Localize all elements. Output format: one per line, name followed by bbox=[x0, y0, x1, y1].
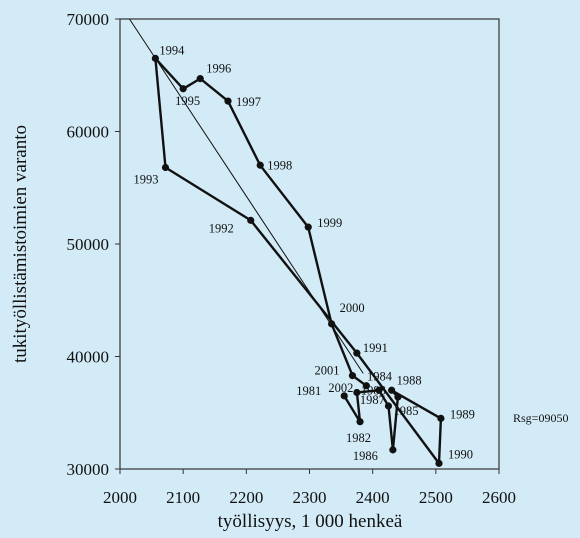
data-point-1984 bbox=[375, 386, 383, 394]
x-axis-title: työllisyys, 1 000 henkeä bbox=[218, 511, 403, 532]
data-point-1995 bbox=[179, 85, 187, 93]
data-point-1983 bbox=[353, 388, 361, 397]
point-label-2000: 2000 bbox=[340, 301, 365, 315]
y-tick-label: 70000 bbox=[67, 10, 110, 29]
point-label-2001: 2001 bbox=[314, 364, 339, 378]
point-label-1991: 1991 bbox=[363, 341, 388, 355]
y-tick-label: 60000 bbox=[67, 123, 110, 142]
point-label-1989: 1989 bbox=[450, 407, 475, 421]
point-label-1998: 1998 bbox=[267, 158, 292, 172]
x-tick-label: 2000 bbox=[103, 488, 137, 507]
point-label-2002: 2002 bbox=[328, 381, 353, 395]
x-tick-label: 2600 bbox=[482, 488, 516, 507]
point-label-1997: 1997 bbox=[236, 95, 261, 109]
y-tick-label: 30000 bbox=[67, 460, 110, 479]
x-tick-label: 2200 bbox=[229, 488, 263, 507]
y-axis-title: tukityöllistämistoimien varanto bbox=[10, 125, 31, 363]
point-label-1982: 1982 bbox=[346, 431, 371, 445]
series-line bbox=[154, 57, 443, 465]
data-point-2000 bbox=[328, 320, 336, 328]
source-code-note: Rsg=09050 bbox=[513, 411, 568, 425]
point-label-1999: 1999 bbox=[317, 216, 342, 230]
point-label-1990: 1990 bbox=[448, 447, 473, 461]
data-point-1999 bbox=[304, 223, 312, 231]
data-point-2002 bbox=[362, 382, 370, 390]
point-label-1995: 1995 bbox=[175, 94, 200, 108]
data-point-1988 bbox=[388, 386, 396, 394]
data-point-1982 bbox=[356, 418, 364, 426]
point-label-1981: 1981 bbox=[296, 384, 321, 398]
x-tick-label: 2400 bbox=[356, 488, 390, 507]
x-tick-label: 2300 bbox=[293, 488, 327, 507]
point-label-1986: 1986 bbox=[353, 449, 378, 463]
y-axis-ticks: 30000 40000 50000 60000 70000 bbox=[67, 10, 120, 479]
plot-area bbox=[119, 18, 500, 470]
point-label-1992: 1992 bbox=[209, 221, 234, 235]
data-points bbox=[151, 54, 445, 467]
data-point-1990 bbox=[435, 459, 443, 467]
x-tick-label: 2500 bbox=[419, 488, 453, 507]
point-label-1993: 1993 bbox=[133, 173, 158, 187]
data-point-1992 bbox=[247, 216, 255, 224]
x-tick-label: 2100 bbox=[166, 488, 200, 507]
point-label-1988: 1988 bbox=[397, 373, 422, 387]
data-point-1981 bbox=[340, 392, 348, 400]
data-point-1985 bbox=[384, 402, 393, 410]
data-point-1987 bbox=[394, 393, 402, 401]
data-point-1994 bbox=[151, 54, 159, 62]
point-label-1985: 1985 bbox=[393, 404, 418, 418]
data-point-2001 bbox=[348, 372, 357, 380]
data-point-1996 bbox=[196, 75, 204, 83]
data-point-1993 bbox=[161, 163, 170, 172]
point-label-1984: 1984 bbox=[367, 369, 393, 383]
data-point-1986 bbox=[389, 446, 397, 454]
data-point-1997 bbox=[224, 97, 232, 105]
point-label-1983: 1983 bbox=[361, 384, 386, 398]
point-label-1996: 1996 bbox=[206, 62, 231, 76]
data-point-1998 bbox=[256, 161, 264, 169]
point-label-1994: 1994 bbox=[159, 43, 185, 57]
x-axis-ticks: 2000 2100 2200 2300 2400 2500 2600 bbox=[103, 469, 516, 507]
y-tick-label: 50000 bbox=[67, 235, 110, 254]
data-point-1989 bbox=[437, 414, 445, 422]
point-label-1987: 1987 bbox=[360, 393, 385, 407]
data-point-1991 bbox=[353, 349, 361, 357]
y-tick-label: 40000 bbox=[67, 348, 110, 367]
trend-line bbox=[129, 18, 364, 374]
